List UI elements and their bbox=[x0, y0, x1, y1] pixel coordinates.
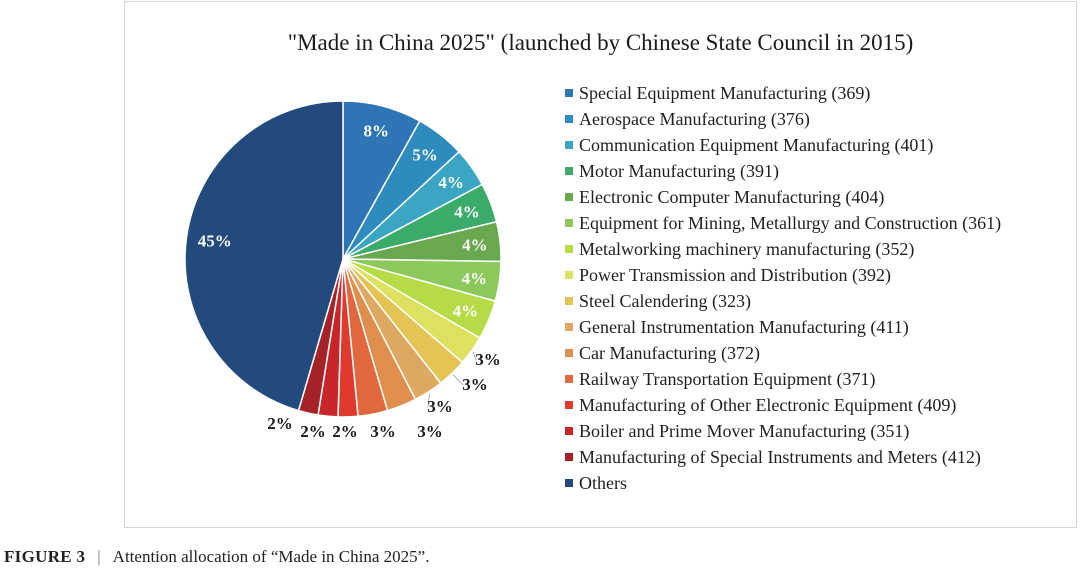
legend-item: Manufacturing of Special Instruments and… bbox=[565, 444, 1001, 470]
legend-label: Communication Equipment Manufacturing (4… bbox=[579, 135, 934, 155]
chart-frame: "Made in China 2025" (launched by Chines… bbox=[124, 1, 1077, 528]
legend-swatch-icon bbox=[565, 89, 573, 97]
legend-label: Metalworking machinery manufacturing (35… bbox=[579, 239, 915, 259]
legend-item: General Instrumentation Manufacturing (4… bbox=[565, 314, 1001, 340]
legend-label: Manufacturing of Other Electronic Equipm… bbox=[579, 395, 957, 415]
legend-swatch-icon bbox=[565, 453, 573, 461]
legend-item: Electronic Computer Manufacturing (404) bbox=[565, 184, 1001, 210]
legend-item: Others bbox=[565, 470, 1001, 496]
legend-item: Railway Transportation Equipment (371) bbox=[565, 366, 1001, 392]
legend-swatch-icon bbox=[565, 401, 573, 409]
legend-item: Metalworking machinery manufacturing (35… bbox=[565, 236, 1001, 262]
slice-value-label: 4% bbox=[438, 173, 464, 192]
legend-label: Power Transmission and Distribution (392… bbox=[579, 265, 892, 285]
legend-swatch-icon bbox=[565, 297, 573, 305]
slice-value-label: 3% bbox=[370, 422, 396, 441]
legend-swatch-icon bbox=[565, 115, 573, 123]
legend-item: Steel Calendering (323) bbox=[565, 288, 1001, 314]
legend-item: Aerospace Manufacturing (376) bbox=[565, 106, 1001, 132]
caption-text: Attention allocation of “Made in China 2… bbox=[112, 547, 430, 566]
legend-item: Boiler and Prime Mover Manufacturing (35… bbox=[565, 418, 1001, 444]
legend-swatch-icon bbox=[565, 141, 573, 149]
pie-chart: 8%5%4%4%4%4%4%3%3%3%3%3%2%2%2%45% bbox=[184, 100, 502, 441]
legend-swatch-icon bbox=[565, 193, 573, 201]
legend-item: Power Transmission and Distribution (392… bbox=[565, 262, 1001, 288]
figure-caption: FIGURE 3 | Attention allocation of “Made i… bbox=[4, 547, 429, 567]
slice-value-label: 3% bbox=[417, 422, 443, 441]
slice-value-label: 5% bbox=[412, 146, 438, 165]
legend-item: Special Equipment Manufacturing (369) bbox=[565, 80, 1001, 106]
legend-swatch-icon bbox=[565, 349, 573, 357]
slice-value-label: 4% bbox=[453, 301, 479, 320]
legend-swatch-icon bbox=[565, 323, 573, 331]
legend-item: Car Manufacturing (372) bbox=[565, 340, 1001, 366]
legend-label: Car Manufacturing (372) bbox=[579, 343, 760, 363]
slice-value-label: 4% bbox=[462, 269, 488, 288]
leader-line bbox=[453, 374, 464, 386]
legend-swatch-icon bbox=[565, 479, 573, 487]
slice-value-label: 2% bbox=[300, 422, 326, 441]
legend-label: Motor Manufacturing (391) bbox=[579, 161, 779, 181]
slice-value-label: 3% bbox=[427, 397, 453, 416]
legend-swatch-icon bbox=[565, 271, 573, 279]
legend-item: Manufacturing of Other Electronic Equipm… bbox=[565, 392, 1001, 418]
slice-value-label: 2% bbox=[332, 422, 358, 441]
pie-slice bbox=[184, 100, 344, 412]
legend-label: Others bbox=[579, 473, 627, 493]
legend-swatch-icon bbox=[565, 245, 573, 253]
legend-swatch-icon bbox=[565, 219, 573, 227]
chart-legend: Special Equipment Manufacturing (369) Aer… bbox=[565, 80, 1001, 496]
legend-label: Electronic Computer Manufacturing (404) bbox=[579, 187, 885, 207]
caption-separator: | bbox=[97, 547, 101, 566]
legend-item: Motor Manufacturing (391) bbox=[565, 158, 1001, 184]
legend-swatch-icon bbox=[565, 167, 573, 175]
chart-title: "Made in China 2025" (launched by Chines… bbox=[287, 30, 914, 55]
legend-label: Manufacturing of Special Instruments and… bbox=[579, 447, 981, 467]
legend-item: Communication Equipment Manufacturing (4… bbox=[565, 132, 1001, 158]
slice-value-label: 3% bbox=[475, 350, 501, 369]
slice-value-label: 4% bbox=[462, 235, 488, 254]
legend-label: General Instrumentation Manufacturing (4… bbox=[579, 317, 909, 337]
legend-label: Railway Transportation Equipment (371) bbox=[579, 369, 876, 389]
leader-line bbox=[472, 351, 477, 361]
slice-value-label: 2% bbox=[267, 414, 293, 433]
legend-label: Boiler and Prime Mover Manufacturing (35… bbox=[579, 421, 910, 441]
slice-value-label: 3% bbox=[462, 375, 488, 394]
legend-label: Steel Calendering (323) bbox=[579, 291, 751, 311]
figure-label: FIGURE 3 bbox=[4, 547, 86, 566]
legend-swatch-icon bbox=[565, 375, 573, 383]
slice-value-label: 45% bbox=[198, 232, 232, 251]
leader-line bbox=[427, 393, 430, 408]
legend-item: Equipment for Mining, Metallurgy and Con… bbox=[565, 210, 1001, 236]
slice-value-label: 4% bbox=[454, 203, 480, 222]
legend-label: Aerospace Manufacturing (376) bbox=[579, 109, 810, 129]
legend-label: Equipment for Mining, Metallurgy and Con… bbox=[579, 213, 1002, 233]
slice-value-label: 8% bbox=[364, 122, 390, 141]
legend-label: Special Equipment Manufacturing (369) bbox=[579, 83, 871, 103]
legend-swatch-icon bbox=[565, 427, 573, 435]
